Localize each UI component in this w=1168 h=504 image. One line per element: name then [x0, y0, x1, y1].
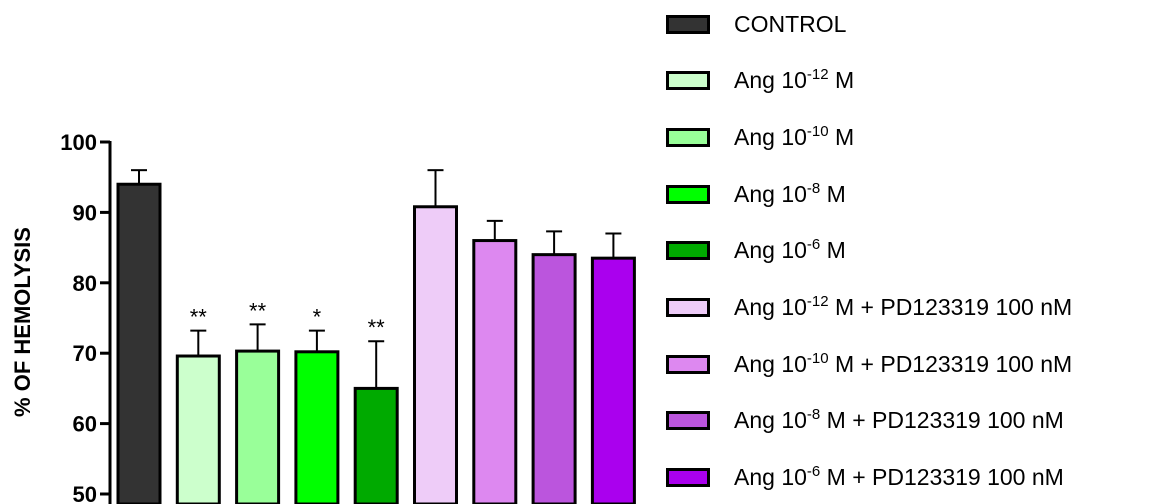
legend-label: Ang 10-10 M + PD123319 100 nM [734, 349, 1073, 377]
legend-label: Ang 10-12 M [734, 66, 855, 94]
legend-entry: Ang 10-8 M [666, 179, 846, 209]
y-tick-label: 70 [73, 341, 97, 366]
bar [116, 182, 162, 504]
y-tick-label: 90 [73, 200, 97, 225]
significance-label: ** [190, 305, 208, 330]
legend-swatch [666, 127, 710, 147]
legend-label: Ang 10-12 M + PD123319 100 nM [734, 293, 1073, 320]
y-axis: 50 60 70 80 90 100 [60, 130, 112, 504]
legend-swatch [666, 298, 710, 317]
legend-swatch [666, 71, 710, 91]
y-tick-label: 100 [60, 130, 97, 155]
legend-label: Ang 10-8 M [734, 179, 846, 207]
significance-label: * [313, 305, 322, 330]
y-axis-label: % OF HEMOLYSIS [10, 227, 35, 417]
y-tick-label: 60 [73, 412, 97, 437]
bar [413, 205, 458, 504]
bar [175, 354, 221, 504]
legend-entry: Ang 10-10 M [666, 122, 854, 152]
legend-entry: Ang 10-10 M + PD123319 100 nM [666, 349, 1072, 379]
bars: ** ** * ** [116, 169, 636, 504]
y-tick-label: 80 [73, 271, 97, 296]
bar [590, 256, 636, 504]
legend-swatch [666, 468, 710, 488]
legend-entry: Ang 10-12 M [666, 66, 854, 96]
legend-entry: Ang 10-6 M [666, 236, 846, 266]
y-tick-label: 50 [73, 482, 97, 504]
bar [353, 386, 399, 504]
legend-swatch [666, 184, 710, 204]
significance-label: ** [249, 298, 267, 323]
legend-entry: Ang 10-6 M + PD123319 100 nM [666, 463, 1064, 493]
legend-label: Ang 10-10 M [734, 122, 855, 150]
legend-label: Ang 10-6 M + PD123319 100 nM [734, 463, 1064, 491]
bar [294, 350, 340, 504]
legend-entry: CONTROL [666, 9, 846, 39]
legend-swatch [666, 354, 710, 374]
legend-entry: Ang 10-8 M + PD123319 100 nM [666, 406, 1064, 436]
significance-label: ** [368, 315, 386, 340]
legend-label: Ang 10-8 M + PD123319 100 nM [734, 406, 1064, 434]
legend-label: Ang 10-6 M [734, 236, 846, 264]
bar [531, 253, 577, 504]
legend-entry: Ang 10-12 M + PD123319 100 nM [666, 293, 1072, 323]
legend-label: CONTROL [734, 10, 847, 37]
bar [472, 239, 518, 504]
legend-swatch [666, 411, 710, 431]
legend-swatch [666, 241, 710, 261]
bar [235, 349, 281, 504]
legend-swatch [666, 14, 710, 34]
